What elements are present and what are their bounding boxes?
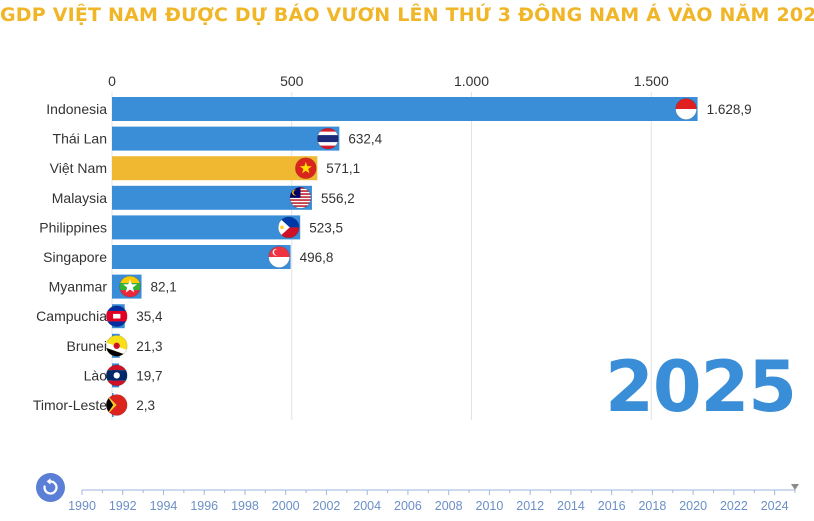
- timeline-year-label[interactable]: 2000: [272, 499, 300, 513]
- bars: Indonesia 1.628,9 Thái Lan 632,4 Việt Nam 571…: [33, 97, 752, 417]
- category-label: Thái Lan: [53, 131, 107, 147]
- value-label: 35,4: [136, 309, 163, 324]
- chart-title: GDP VIỆT NAM ĐƯỢC DỰ BÁO VƯƠN LÊN THỨ 3 …: [0, 4, 814, 26]
- x-tick-label: 1.500: [634, 73, 669, 89]
- brunei-flag: [106, 335, 128, 357]
- year-timeline[interactable]: 1990 1992 1994 1996 1998 2000 2002 2004 2006 2008…: [68, 484, 799, 513]
- value-label: 632,4: [348, 132, 382, 147]
- x-tick-label: 1.000: [454, 73, 489, 89]
- category-label: Việt Nam: [50, 160, 107, 176]
- cambodia-flag: [106, 305, 128, 327]
- value-label: 82,1: [151, 280, 177, 295]
- timeline-year-label[interactable]: 2010: [476, 499, 504, 513]
- category-label: Myanmar: [49, 279, 108, 295]
- bar: [112, 185, 312, 210]
- timeline-year-label[interactable]: 2016: [598, 499, 626, 513]
- bar-row: Indonesia 1.628,9: [46, 97, 752, 121]
- bar-row: Thái Lan 632,4: [53, 126, 383, 151]
- x-axis-ticks: 0 500 1.000 1.500: [108, 73, 669, 89]
- timeline-year-label[interactable]: 2024: [761, 499, 789, 513]
- timeline-year-label[interactable]: 2020: [679, 499, 707, 513]
- timeline-year-label[interactable]: 1996: [190, 499, 218, 513]
- bar-row: Campuchia 35,4: [36, 304, 163, 329]
- bar: [112, 156, 318, 181]
- timeline-year-label[interactable]: 1994: [150, 499, 178, 513]
- timeline-year-label[interactable]: 2006: [394, 499, 422, 513]
- bar-row: Philippines 523,5: [39, 215, 343, 240]
- value-label: 2,3: [136, 398, 155, 413]
- thailand-flag: [317, 128, 339, 150]
- category-label: Brunei: [67, 338, 107, 354]
- x-tick-label: 500: [280, 73, 304, 89]
- bar-row: Myanmar 82,1: [49, 274, 177, 299]
- philippines-flag: [278, 216, 300, 238]
- category-label: Campuchia: [36, 308, 107, 324]
- category-label: Lào: [84, 367, 108, 383]
- replay-icon: [43, 478, 58, 495]
- bar-row: Lào 19,7: [84, 363, 163, 388]
- malaysia-flag: [289, 187, 311, 209]
- value-label: 571,1: [326, 161, 360, 176]
- value-label: 523,5: [309, 220, 343, 235]
- timeline-handle[interactable]: [791, 484, 799, 490]
- bar: [112, 126, 340, 151]
- laos-flag: [106, 364, 128, 386]
- bar-row: Singapore 496,8: [43, 245, 333, 269]
- category-label: Philippines: [39, 219, 107, 235]
- indonesia-flag: [675, 98, 697, 120]
- bar-row: Malaysia 556,2: [52, 185, 355, 210]
- value-label: 556,2: [321, 191, 355, 206]
- timeline-year-label[interactable]: 1990: [68, 499, 96, 513]
- timeline-year-label[interactable]: 2012: [516, 499, 544, 513]
- timeline-year-label[interactable]: 2014: [557, 499, 585, 513]
- value-label: 19,7: [136, 368, 162, 383]
- timeline-year-label[interactable]: 1998: [231, 499, 259, 513]
- timeline-year-label[interactable]: 2022: [720, 499, 748, 513]
- bar-row: Việt Nam 571,1: [50, 156, 360, 181]
- bar: [112, 215, 301, 240]
- category-label: Indonesia: [46, 101, 107, 117]
- value-label: 1.628,9: [707, 102, 752, 117]
- timeline-year-label[interactable]: 1992: [109, 499, 137, 513]
- x-tick-label: 0: [108, 73, 116, 89]
- timor-leste-flag: [106, 394, 128, 416]
- timeline-year-label[interactable]: 2004: [353, 499, 381, 513]
- bar: [112, 97, 698, 121]
- replay-button[interactable]: [36, 473, 65, 502]
- vietnam-flag: [295, 157, 317, 179]
- bar: [112, 245, 291, 269]
- myanmar-flag: [119, 276, 141, 298]
- value-label: 21,3: [136, 339, 162, 354]
- timeline-year-label[interactable]: 2018: [638, 499, 666, 513]
- bar-row: Brunei 21,3: [67, 333, 163, 358]
- timeline-year-label[interactable]: 2002: [313, 499, 341, 513]
- category-label: Singapore: [43, 249, 107, 265]
- value-label: 496,8: [300, 250, 334, 265]
- timeline-year-label[interactable]: 2008: [435, 499, 463, 513]
- category-label: Malaysia: [52, 190, 107, 206]
- current-year-display: 2025: [605, 346, 797, 428]
- bar-row: Timor-Leste 2,3: [33, 393, 155, 417]
- singapore-flag: [268, 246, 290, 268]
- category-label: Timor-Leste: [33, 397, 107, 413]
